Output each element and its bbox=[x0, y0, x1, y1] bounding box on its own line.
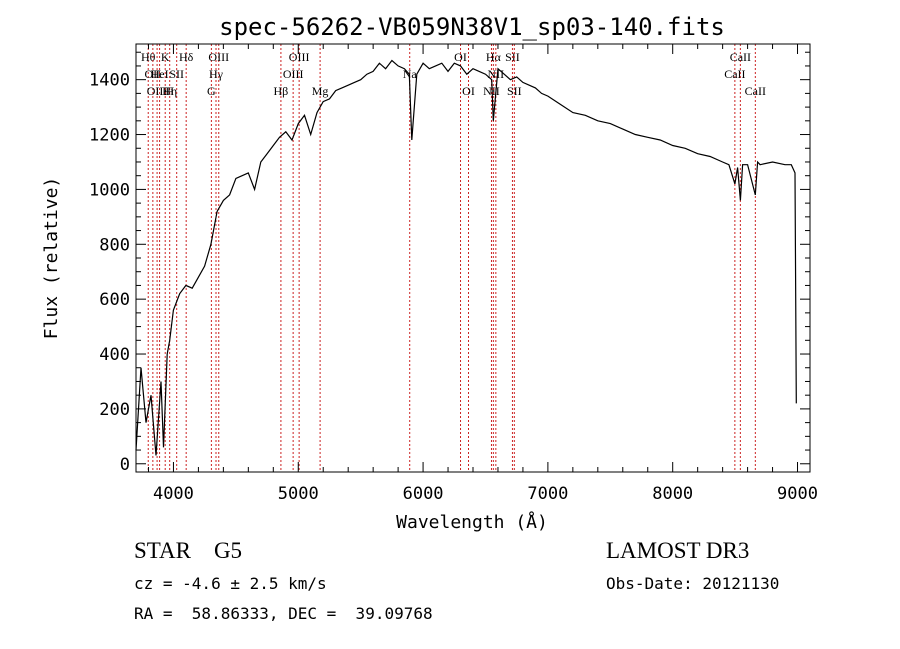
spectral-line-label: OIII bbox=[283, 67, 304, 81]
flux-series-line bbox=[135, 59, 797, 456]
y-tick-label: 800 bbox=[99, 235, 130, 255]
y-tick-label: 1000 bbox=[89, 180, 130, 200]
spectral-line-label: SII bbox=[505, 50, 520, 64]
x-tick-label: 7000 bbox=[527, 484, 568, 504]
spectral-line-label: OIII bbox=[289, 50, 310, 64]
spectral-line-label: CaII bbox=[730, 50, 751, 64]
spectral-line-label: H bbox=[165, 84, 174, 98]
plot-frame bbox=[135, 43, 811, 473]
spectral-line-label: Hθ bbox=[141, 50, 156, 64]
spectral-line-label: Mg bbox=[312, 84, 329, 98]
spectral-line-label: Hδ bbox=[179, 50, 194, 64]
spectral-line-label: SII bbox=[169, 67, 184, 81]
spectral-line-label: CaII bbox=[724, 67, 745, 81]
observation-date: Obs-Date: 20121130 bbox=[606, 574, 780, 593]
spectral-line-label: HeI bbox=[151, 67, 169, 81]
y-tick-label: 200 bbox=[99, 400, 130, 420]
line-markers: HθOIIOIIIHeIKHηHSIIHδGHγOIIIHβOIIIOIIIMg… bbox=[141, 44, 766, 472]
ra-dec-coordinates: RA = 58.86333, DEC = 39.09768 bbox=[134, 604, 433, 623]
y-tick-label: 400 bbox=[99, 345, 130, 365]
spectral-line-label: Hα bbox=[486, 50, 502, 64]
y-tick-label: 0 bbox=[120, 455, 130, 475]
survey-name: LAMOST DR3 bbox=[606, 538, 750, 563]
spectral-line-label: OI bbox=[462, 84, 475, 98]
object-class: STAR G5 bbox=[134, 538, 243, 563]
y-axis: 0 200 400 600 800 1000 1200 1400 bbox=[89, 51, 810, 475]
x-tick-label: 6000 bbox=[403, 484, 444, 504]
y-axis-label: Flux (relative) bbox=[41, 177, 62, 340]
chart-title: spec-56262-VB059N38V1_sp03-140.fits bbox=[219, 13, 725, 41]
y-tick-label: 1200 bbox=[89, 126, 130, 146]
y-tick-label: 1400 bbox=[89, 71, 130, 91]
spectral-line-label: SII bbox=[507, 84, 522, 98]
spectral-line-label: Hγ bbox=[209, 67, 224, 81]
spectral-line-label: Hη bbox=[162, 84, 177, 98]
x-axis: 4000 5000 6000 7000 8000 9000 bbox=[147, 44, 818, 504]
spectral-line-label: OIII bbox=[147, 84, 168, 98]
spectral-line-label: Hβ bbox=[274, 84, 289, 98]
x-tick-label: 4000 bbox=[153, 484, 194, 504]
x-tick-label: 5000 bbox=[278, 484, 319, 504]
x-axis-label: Wavelength (Å) bbox=[396, 511, 548, 533]
x-tick-label: 8000 bbox=[652, 484, 693, 504]
spectral-line-label: OIII bbox=[208, 50, 229, 64]
spectral-line-label: OI bbox=[454, 50, 467, 64]
spectral-line-label: CaII bbox=[745, 84, 766, 98]
spectral-line-label: K bbox=[161, 50, 170, 64]
y-tick-label: 600 bbox=[99, 290, 130, 310]
spectral-line-label: G bbox=[207, 84, 216, 98]
redshift-info: cz = -4.6 ± 2.5 km/s bbox=[134, 574, 327, 593]
x-tick-label: 9000 bbox=[777, 484, 818, 504]
